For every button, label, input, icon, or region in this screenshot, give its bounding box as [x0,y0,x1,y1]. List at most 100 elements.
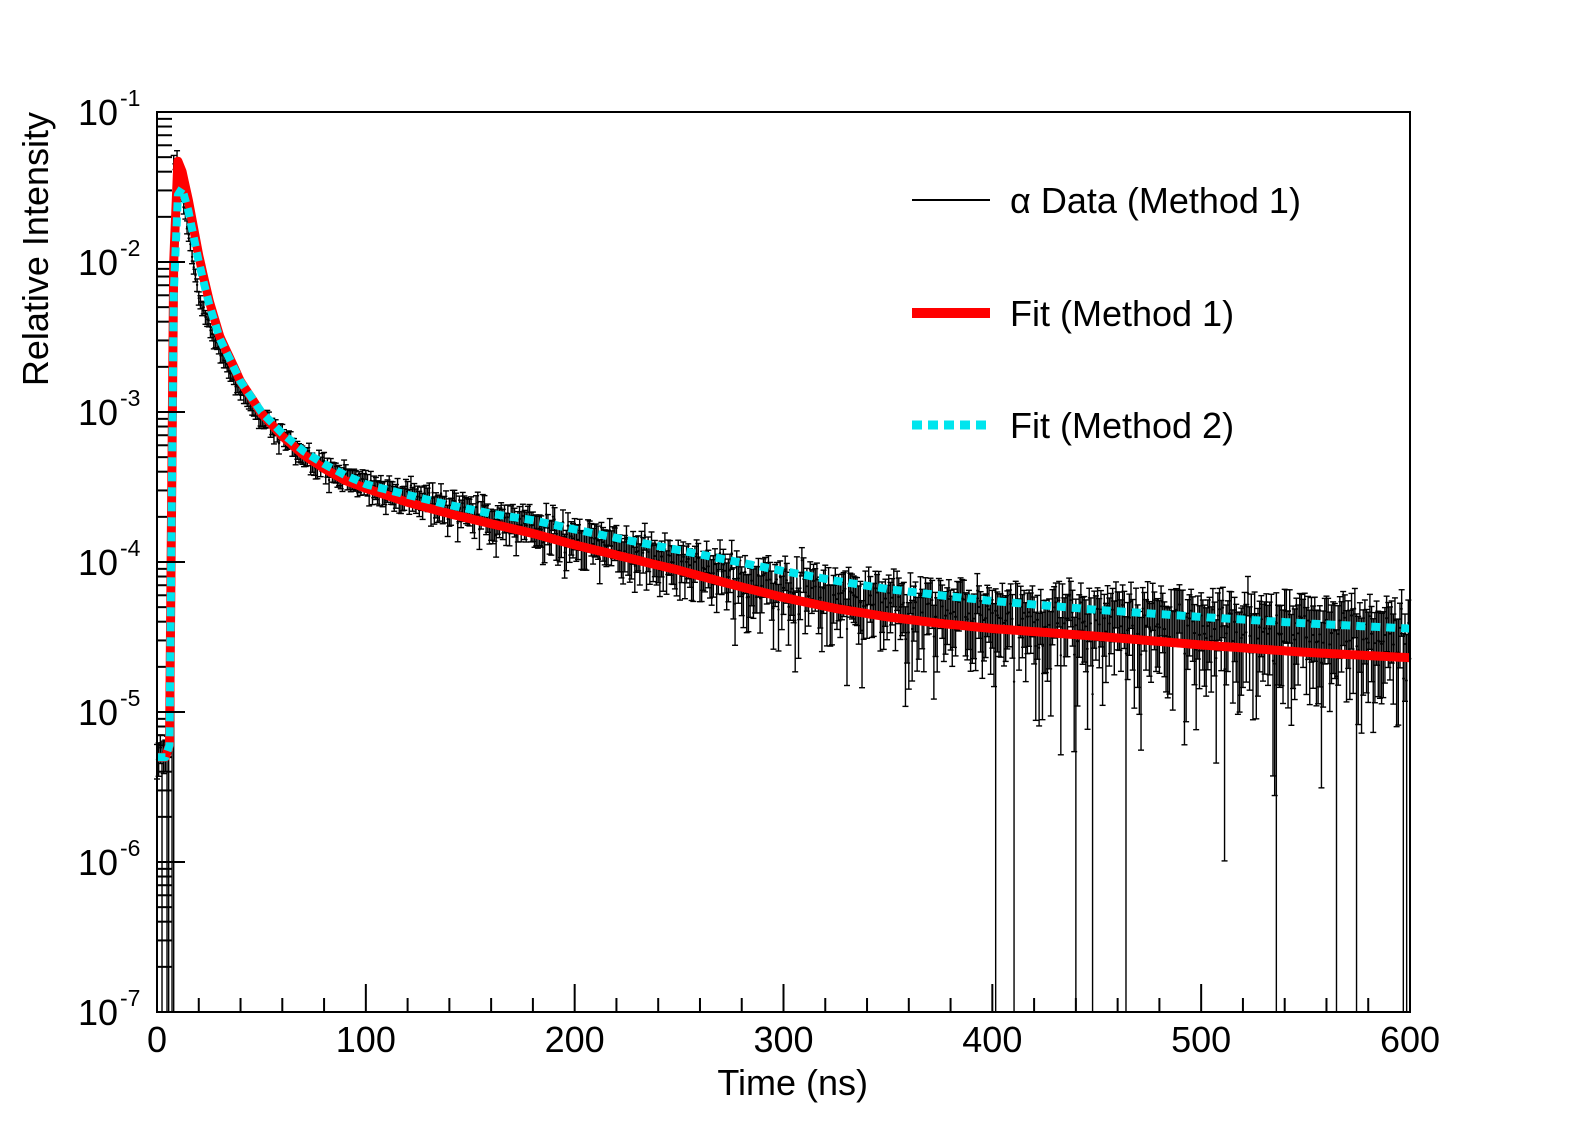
data-point [541,541,545,544]
data-point [1139,653,1143,656]
data-point [1032,621,1036,624]
data-point [763,572,767,575]
data-point [842,589,845,593]
data-point [571,537,575,540]
data-point [1108,622,1111,625]
data-point [1378,640,1382,643]
data-point [1291,633,1295,637]
data-point [192,266,195,269]
data-point [1203,632,1206,635]
data-point [1316,640,1320,643]
data-point [889,601,892,605]
data-point [538,527,541,530]
data-point [1383,633,1387,637]
data-point [503,516,506,519]
data-point [874,587,877,590]
data-point [964,615,967,619]
data-point [982,618,986,622]
data-point [884,597,887,600]
data-point [1148,627,1151,630]
data-point [912,606,916,610]
data-point [646,550,650,554]
data-point [1156,623,1159,626]
data-point [1303,614,1306,618]
data-point [453,499,456,503]
data-point [194,274,197,277]
data-point [409,484,413,487]
data-point [668,554,672,557]
data-point [1094,619,1098,622]
data-point [439,492,443,495]
data-point [1159,605,1163,608]
data-point [1382,640,1385,643]
data-point [1151,601,1154,604]
data-point [991,611,994,615]
data-point [1204,636,1208,640]
y-tick-label: 10 [78,392,118,433]
data-point [996,614,999,617]
data-point [388,484,391,487]
data-point [1144,624,1148,627]
data-point [1183,652,1186,655]
data-point [902,601,905,604]
data-point [1362,638,1365,641]
data-point [1098,623,1101,626]
data-point [777,608,780,611]
y-tick-label: 10 [78,92,118,133]
y-tick-exponent: -1 [120,85,140,111]
y-axis-title: Relative Intensity [15,112,56,386]
data-point [1017,624,1021,627]
data-point [601,541,605,544]
data-point [1241,633,1245,636]
data-point [860,629,864,632]
data-point [785,579,789,582]
data-point [750,579,753,582]
data-point [428,491,431,495]
x-tick-label: 300 [753,1019,813,1060]
data-point [257,417,261,421]
data-point [920,611,924,614]
data-point [1193,631,1196,635]
data-point [202,306,205,309]
y-tick-label: 10 [78,542,118,583]
data-point [1296,632,1300,635]
data-point [1373,641,1377,645]
data-point [1072,653,1076,656]
data-point [1054,601,1058,604]
data-point [712,571,715,575]
data-point [707,565,710,568]
data-point [723,569,727,572]
data-point [802,571,805,575]
data-point [892,583,895,587]
data-point [1248,634,1251,638]
data-point [1164,634,1168,638]
x-tick-label: 100 [336,1019,396,1060]
data-point [1114,599,1118,603]
data-point [1076,640,1079,643]
data-point [1194,648,1198,651]
data-point [456,522,459,525]
data-point [1124,652,1128,655]
data-point [1398,626,1402,630]
data-point [643,534,647,537]
data-point [743,570,747,574]
data-point [1221,606,1225,609]
data-point [702,566,705,570]
data-point [1103,617,1106,620]
data-point [520,523,523,527]
data-point [914,601,917,604]
data-point [570,535,573,538]
data-point [1022,611,1026,615]
data-point [1051,610,1054,613]
data-point [1318,633,1321,636]
data-point [1062,622,1066,625]
data-point [977,605,981,609]
data-point [1079,601,1083,604]
data-point [1336,632,1340,636]
data-point [653,554,657,558]
data-point [820,610,824,613]
data-point [1201,624,1205,628]
data-point [553,518,556,521]
x-tick-label: 500 [1171,1019,1231,1060]
data-point [521,514,525,518]
